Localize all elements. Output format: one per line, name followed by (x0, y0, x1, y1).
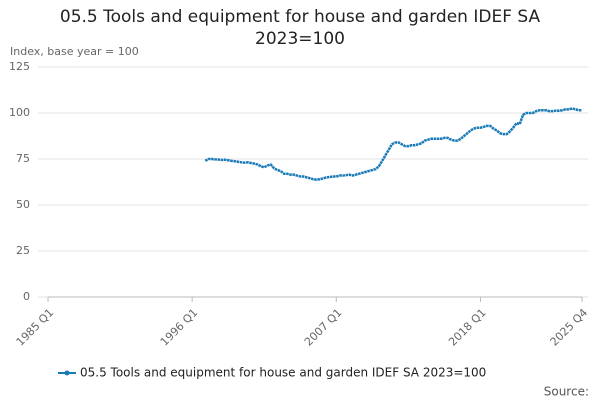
legend-label: 05.5 Tools and equipment for house and g… (80, 366, 486, 380)
x-tick-label: 1985 Q1 (14, 306, 57, 349)
y-tick-label: 0 (23, 290, 30, 303)
y-tick-label: 100 (9, 106, 30, 119)
x-tick-label: 2018 Q1 (446, 306, 489, 349)
y-tick-label: 50 (16, 198, 30, 211)
x-tick-label: 2025 Q4 (548, 306, 591, 349)
x-tick-label: 1996 Q1 (158, 306, 201, 349)
series-line (204, 107, 582, 181)
source: Source: (544, 385, 589, 399)
x-tick-label: 2007 Q1 (302, 306, 345, 349)
y-tick-label: 125 (9, 60, 30, 73)
y-axis-label: Index, base year = 100 (10, 45, 139, 58)
y-tick-label: 75 (16, 152, 30, 165)
y-tick-label: 25 (16, 244, 30, 257)
chart-title: 05.5 Tools and equipment for house and g… (59, 7, 541, 49)
legend-marker (64, 370, 70, 376)
